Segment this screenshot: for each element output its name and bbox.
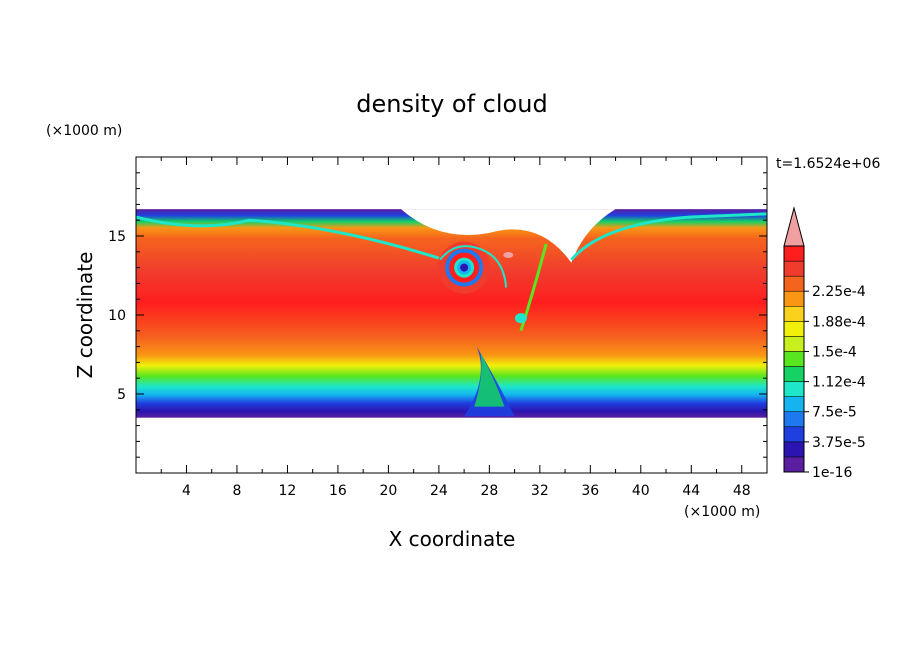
colorbar-tick-label: 1.12e-4 [812,375,866,391]
y-tick-label: 10 [108,308,126,324]
colorbar-band [783,366,805,382]
colorbar-tick-label: 1.5e-4 [812,344,857,360]
plot-frame [135,156,768,474]
x-tick-label: 48 [733,483,751,499]
plume-core [474,352,505,407]
y-ticks: 5 10 15 [108,156,767,474]
x-tick-label: 28 [480,483,498,499]
x-axis-label: X coordinate [389,527,516,551]
colorbar-band [783,321,805,337]
colorbar-tick-label: 2.25e-4 [812,284,866,300]
x-tick-label: 4 [182,483,191,499]
colorbar-band [783,381,805,397]
colorbar-band [783,275,805,292]
chart-title: density of cloud [356,90,547,118]
max-density-patch [503,251,514,258]
colorbar: 2.25e-4 1.88e-4 1.5e-4 1.12e-4 7.5e-5 3.75e-5… [783,206,866,481]
cloud-top-dip [401,209,616,263]
colorbar-band [783,260,805,277]
colorbar-band [783,441,805,458]
vortex-ring-5 [460,263,469,272]
y-tick-label: 5 [117,387,126,403]
x-ticks: 4 8 12 16 20 24 28 32 36 40 44 48 [135,157,768,499]
colorbar-tick-label: 1.88e-4 [812,314,866,330]
vortex-swirl-arm [439,245,508,288]
x-tick-label: 16 [329,483,347,499]
colorbar-band [783,245,805,262]
y-unit-label: (×1000 m) [46,123,122,139]
time-label: t=1.6524e+06 [776,156,880,172]
updraft-filament [519,243,548,332]
colorbar-band [783,396,805,412]
density-field [136,209,767,418]
cloud-edge-left [136,215,440,260]
updraft-blob [514,313,527,324]
colorbar-tick-label: 3.75e-5 [812,435,866,451]
x-tick-label: 44 [682,483,700,499]
x-tick-label: 36 [581,483,599,499]
y-tick-label: 15 [108,229,126,245]
colorbar-band [783,336,805,352]
y-axis-label: Z coordinate [73,252,97,379]
cloud-layer [136,209,767,418]
colorbar-tick-label: 7.5e-5 [812,405,857,421]
colorbar-band [783,456,805,473]
colorbar-band [783,290,805,307]
colorbar-band [783,306,805,322]
colorbar-band [783,411,805,428]
cloud-edge-right [570,212,767,261]
colorbar-extend-arrow [783,206,805,247]
colorbar-tick-label: 1e-16 [812,465,852,481]
x-tick-label: 20 [379,483,397,499]
colorbar-band [783,351,805,367]
x-tick-label: 32 [531,483,549,499]
colorbar-frame [783,245,805,473]
colorbar-band [783,426,805,443]
x-tick-label: 8 [232,483,241,499]
x-tick-label: 24 [430,483,448,499]
x-tick-label: 40 [632,483,650,499]
x-tick-label: 12 [279,483,297,499]
x-unit-label: (×1000 m) [684,504,760,520]
